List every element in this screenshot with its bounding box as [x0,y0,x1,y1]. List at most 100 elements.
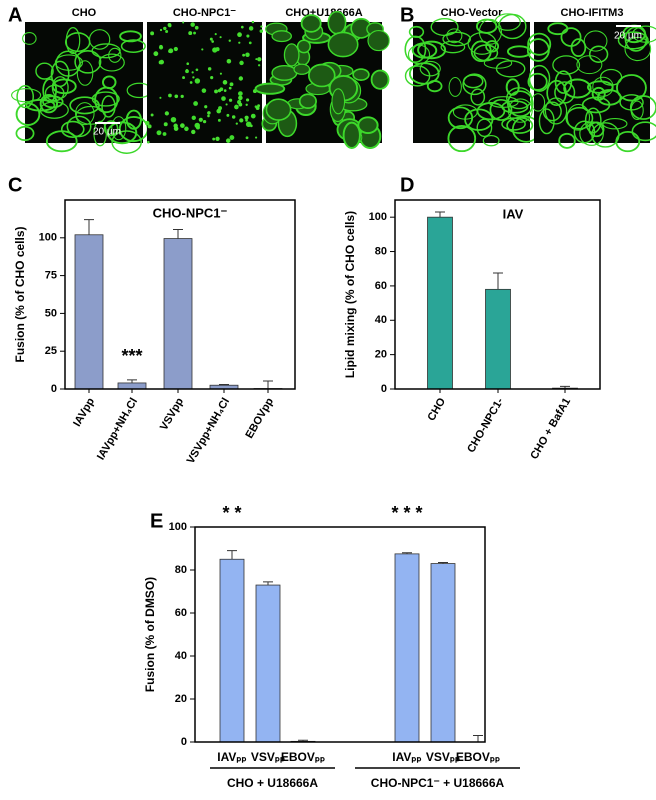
image-caption: CHO-Vector [441,7,503,19]
image-caption: CHO [72,7,97,19]
panel-label: E [150,510,163,532]
group-label: CHO-NPC1⁻ + U18666A [371,776,505,790]
cell [36,63,53,79]
cell-dot [255,136,257,138]
cell [555,82,575,103]
cell-dot [210,76,213,79]
cell-dot [245,119,248,122]
cell-dot [208,67,211,70]
group-label: CHO + U18666A [227,776,318,790]
cell [584,31,607,51]
cell-dot [238,96,243,101]
x-tick-label: IAVₚₚ [217,750,246,764]
cell-dot [215,137,219,141]
x-tick-label: EBOVₚₚ [281,750,325,764]
bar [485,288,511,390]
cell-dot [216,109,221,114]
cell-dot [230,82,234,86]
micrograph-cells [145,21,263,144]
annotation: *** [121,346,142,366]
cell [17,86,33,108]
cell [567,104,589,130]
cell [410,63,439,84]
image-caption: CHO-IFITM3 [561,7,624,19]
cell [632,122,656,140]
cell [17,103,40,125]
bar [394,553,420,743]
cell [553,56,580,74]
cell-dot [218,119,221,122]
cell-dot [165,111,169,115]
x-tick-label: IAVpp [71,396,97,429]
y-tick-label: 60 [375,280,387,292]
cell-dot [195,78,200,83]
cell-dot [246,136,249,139]
cell [507,118,532,133]
cell [122,40,146,52]
cell [272,66,297,81]
cell [547,81,566,105]
cell-dot [191,130,195,134]
cell [625,27,646,51]
cell [298,40,311,52]
cell-dot [150,31,154,35]
cell [490,100,511,120]
micrograph-cells [256,12,390,148]
cell-dot [188,31,192,35]
cell-dot [246,98,249,101]
cell-dot [195,26,199,30]
cell-dot [159,45,162,48]
cell-dot [227,59,232,64]
error-bar [127,379,137,383]
cell-dot [190,22,194,26]
panel-label: B [400,4,414,26]
x-tick-label: VSVₚₚ [426,750,460,764]
cell-dot [182,21,184,23]
cell [112,131,141,153]
y-tick-label: 40 [175,650,187,662]
cell [70,97,99,113]
error-bar [173,228,183,239]
bar [427,216,453,390]
cell [556,71,572,93]
cell-dot [171,117,177,123]
cell-dot [214,89,218,93]
cell-dot [236,123,238,125]
cell-dot [226,138,231,143]
cell-dot [210,38,213,41]
y-tick-label: 100 [369,211,387,223]
cell-dot [163,27,166,30]
cell [406,66,430,86]
cell-dot [186,69,188,71]
y-tick-label: 25 [45,345,57,357]
scale-bar-label: 20 µm [93,127,121,138]
cell [507,88,532,109]
y-tick-label: 20 [175,693,187,705]
x-tick-label: CHO-NPC1- [465,396,506,455]
cell-dot [168,50,171,53]
image-caption: CHO-NPC1⁻ [173,7,236,19]
cell [566,108,592,129]
cell-dot [234,105,239,110]
cell [603,119,627,129]
micrograph-cells [405,14,539,151]
y-axis-label: Fusion (% of CHO cells) [13,226,27,362]
cell-dot [174,47,178,51]
error-bar [219,383,229,386]
cell-dot [190,81,193,84]
x-tick-label: VSVpp [158,396,186,433]
error-bar [263,581,273,586]
y-tick-label: 0 [181,736,187,748]
y-tick-label: 100 [169,521,187,533]
cell [358,117,377,133]
error-bar [493,272,503,290]
cell-dot [168,94,172,98]
cell-dot [258,64,260,66]
cell-dot [249,42,252,45]
cell [528,39,549,61]
cell [477,119,491,136]
cell [530,66,550,92]
cell [76,106,105,124]
plot-frame [64,199,296,390]
